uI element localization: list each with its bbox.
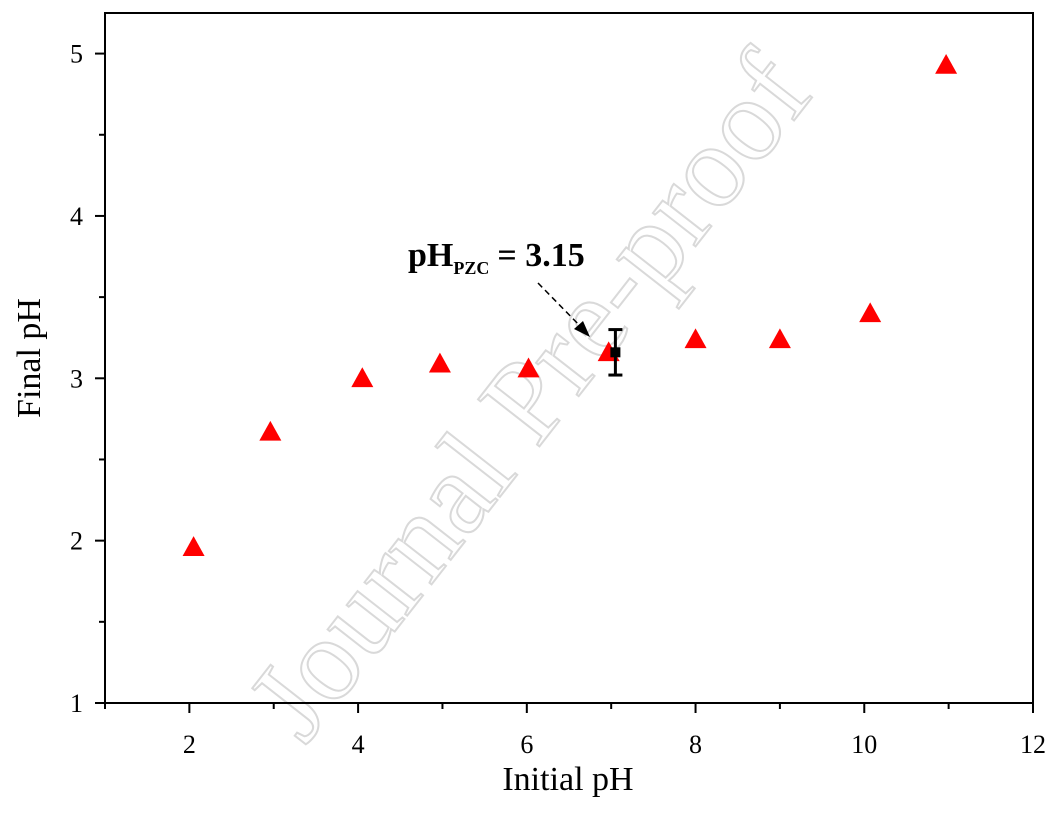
data-point	[351, 367, 374, 388]
data-point	[768, 328, 791, 349]
y-tick-label: 4	[70, 202, 83, 231]
y-tick-label: 5	[70, 40, 83, 69]
annotation: pHPZC = 3.15	[408, 237, 585, 278]
data-point	[428, 352, 451, 373]
annotation-rest: = 3.15	[497, 237, 584, 274]
x-tick-label: 10	[851, 730, 877, 759]
x-tick-label: 8	[689, 730, 702, 759]
data-point	[182, 536, 205, 556]
y-axis-title: Final pH	[11, 298, 48, 418]
data-point	[935, 53, 958, 74]
annotation-arrow	[537, 282, 585, 331]
x-tick-label: 6	[520, 730, 533, 759]
plot-frame	[104, 12, 1034, 704]
y-tick-label: 3	[70, 364, 83, 393]
watermark: Journal Pre-proof	[222, 28, 836, 763]
data-point	[684, 328, 707, 349]
data-point	[259, 420, 282, 441]
y-tick-label: 2	[70, 527, 83, 556]
x-tick-label: 4	[352, 730, 365, 759]
data-point	[859, 302, 882, 323]
annotation-sub: PZC	[453, 258, 489, 278]
x-tick-label: 2	[183, 730, 196, 759]
data-point	[517, 357, 540, 378]
y-tick-label: 1	[70, 689, 83, 718]
error-marker	[610, 347, 621, 358]
x-axis-title: Initial pH	[502, 761, 633, 798]
annotation-main: pH	[408, 237, 453, 274]
arrow-head	[574, 321, 590, 337]
x-tick-label: 12	[1020, 730, 1046, 759]
